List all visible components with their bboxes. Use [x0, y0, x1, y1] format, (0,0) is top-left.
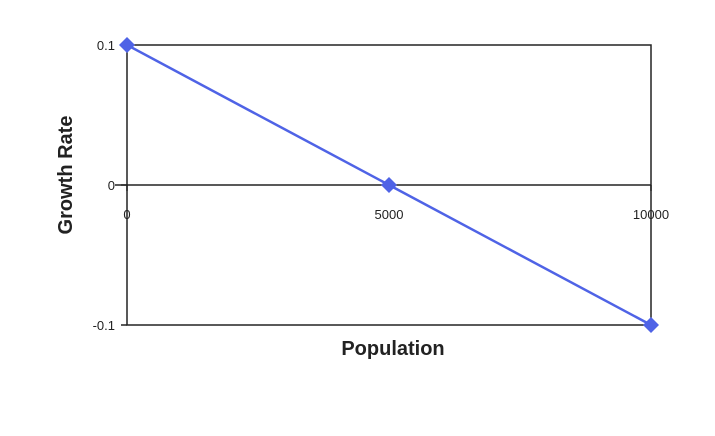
x-tick-label: 10000	[633, 207, 669, 222]
data-point-marker	[381, 177, 397, 193]
x-axis-ticks: 0 5000 10000	[123, 185, 669, 222]
y-axis-title: Growth Rate	[55, 116, 77, 235]
y-tick-label: 0	[108, 178, 115, 193]
y-tick-label: -0.1	[93, 318, 115, 333]
y-tick-label: 0.1	[97, 38, 115, 53]
x-axis-title: Population	[341, 338, 444, 360]
x-tick-label: 5000	[375, 207, 404, 222]
y-axis-ticks: 0.1 0 -0.1	[93, 38, 127, 333]
data-point-marker	[643, 317, 659, 333]
x-tick-label: 0	[123, 207, 130, 222]
series-points	[119, 37, 659, 333]
data-point-marker	[119, 37, 135, 53]
